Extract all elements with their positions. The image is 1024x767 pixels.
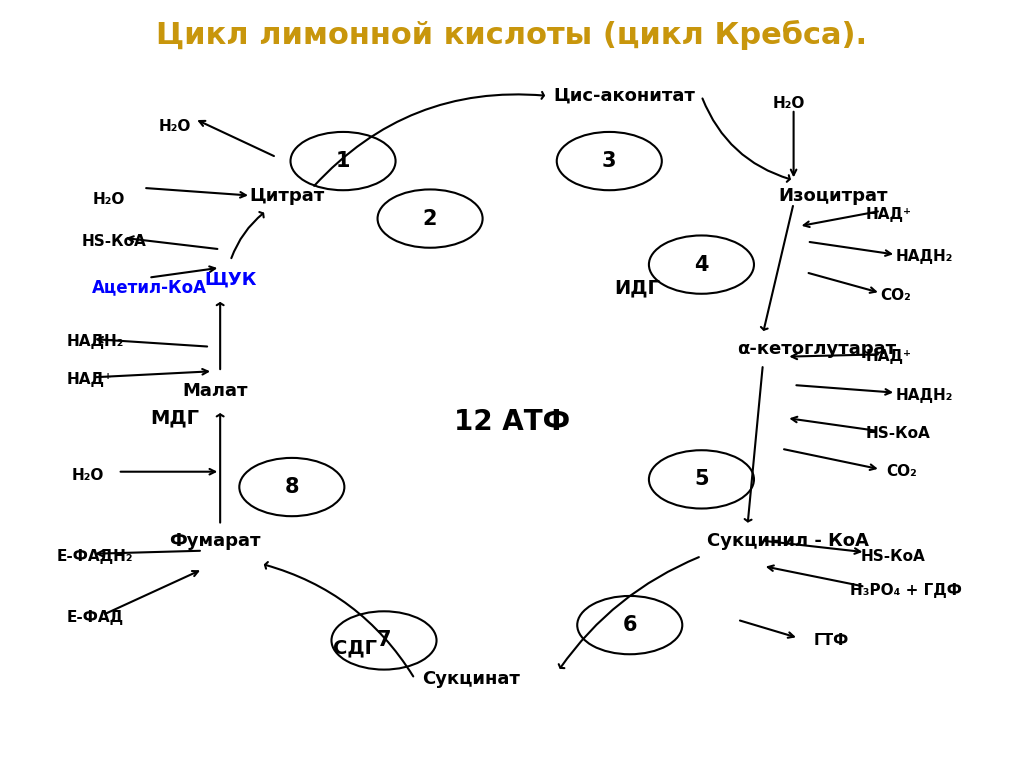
Text: 1: 1 (336, 151, 350, 171)
Text: HS-КоА: HS-КоА (860, 548, 925, 564)
Text: H₂O: H₂O (72, 468, 104, 483)
Text: Сукцинил - КоА: Сукцинил - КоА (707, 532, 868, 550)
Text: МДГ: МДГ (151, 409, 200, 427)
Text: H₂O: H₂O (92, 192, 125, 207)
Text: СДГ: СДГ (333, 639, 377, 657)
Text: H₂O: H₂O (159, 119, 191, 134)
Text: НАД⁺: НАД⁺ (865, 349, 911, 364)
Text: Е-ФАДН₂: Е-ФАДН₂ (56, 548, 133, 564)
Text: НАДН₂: НАДН₂ (896, 387, 953, 403)
Text: ЩУК: ЩУК (204, 271, 257, 289)
Text: CO₂: CO₂ (881, 288, 911, 303)
Text: H₂O: H₂O (773, 96, 806, 111)
Text: Малат: Малат (182, 382, 248, 400)
Text: ИДГ: ИДГ (614, 278, 660, 297)
Text: Цикл лимонной кислоты (цикл Кребса).: Цикл лимонной кислоты (цикл Кребса). (157, 19, 867, 50)
Text: Е-ФАД: Е-ФАД (67, 610, 124, 625)
Text: НАД⁺: НАД⁺ (67, 372, 113, 387)
Text: CO₂: CO₂ (886, 464, 916, 479)
Text: Цитрат: Цитрат (249, 186, 325, 205)
Text: Фумарат: Фумарат (169, 532, 261, 550)
Text: α-кетоглутарат: α-кетоглутарат (737, 340, 896, 358)
Text: 2: 2 (423, 209, 437, 229)
Text: HS-КоА: HS-КоА (865, 426, 930, 441)
Text: Ацетил-КоА: Ацетил-КоА (92, 278, 207, 297)
Text: Изоцитрат: Изоцитрат (778, 186, 888, 205)
Text: 4: 4 (694, 255, 709, 275)
Text: 8: 8 (285, 477, 299, 497)
Text: H₃PO₄ + ГДФ: H₃PO₄ + ГДФ (850, 583, 962, 598)
Text: НАДН₂: НАДН₂ (896, 249, 953, 265)
Text: HS-КоА: HS-КоА (82, 234, 146, 249)
Text: НАД⁺: НАД⁺ (865, 207, 911, 222)
Text: НАДН₂: НАДН₂ (67, 334, 124, 349)
Text: Сукцинат: Сукцинат (422, 670, 520, 688)
Text: 5: 5 (694, 469, 709, 489)
Text: 3: 3 (602, 151, 616, 171)
Text: 6: 6 (623, 615, 637, 635)
Text: 12 АТФ: 12 АТФ (454, 408, 570, 436)
Text: 7: 7 (377, 630, 391, 650)
Text: Цис-аконитат: Цис-аконитат (553, 87, 695, 105)
Text: ГТФ: ГТФ (814, 633, 849, 648)
